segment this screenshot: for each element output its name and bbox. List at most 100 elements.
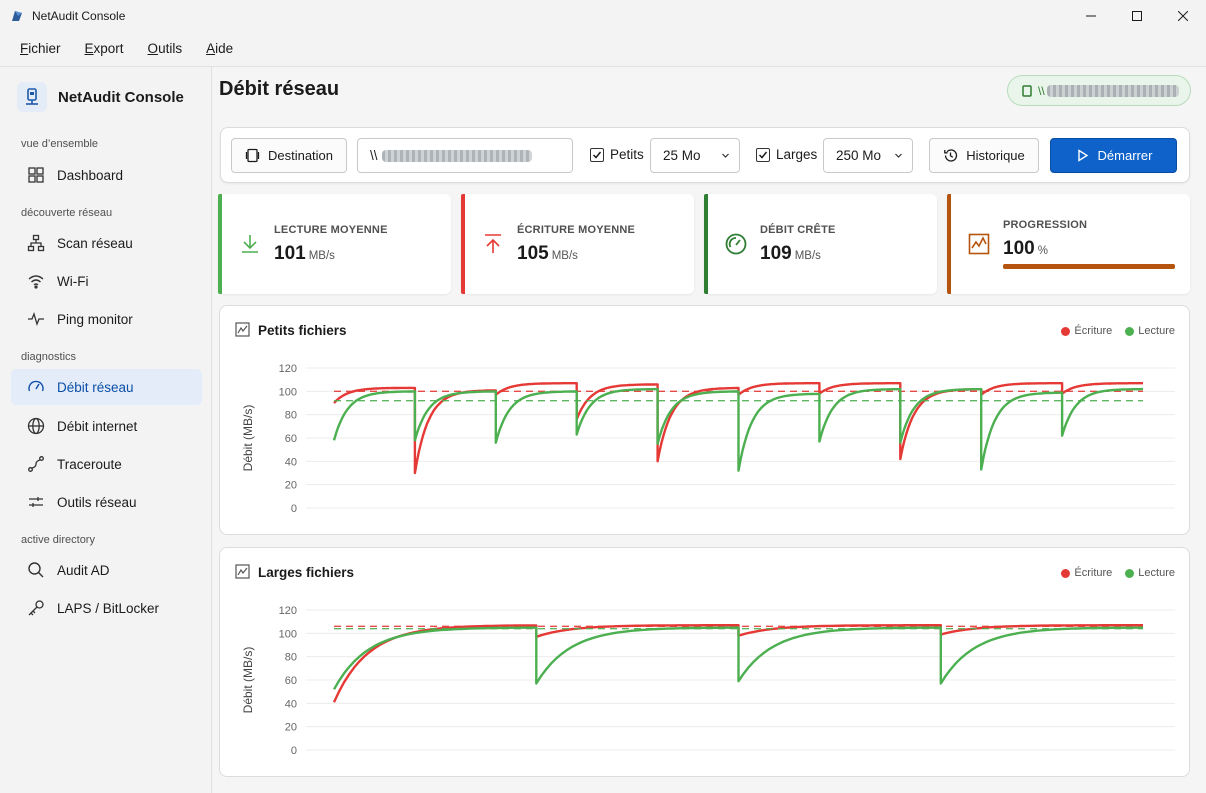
title-bar[interactable]: NetAudit Console (0, 0, 1206, 31)
app-icon (12, 10, 22, 21)
wifi-icon (26, 271, 46, 291)
sidebar-item-ping[interactable]: Ping monitor (11, 301, 202, 337)
y-axis-label: Débit (MB/s) (241, 647, 255, 714)
toolbar: Destination \\ Petits 25 Mo Larges 250 M… (220, 127, 1190, 183)
stat-number: 105 (517, 243, 549, 264)
chart-plot-petits: 0 20 40 60 80 100 120 Débit (MB/s) (241, 363, 1175, 515)
petits-size-select[interactable]: 25 Mo (650, 138, 740, 173)
y-axis-label: Débit (MB/s) (241, 405, 255, 472)
larges-size-select[interactable]: 250 Mo (823, 138, 913, 173)
sidebar: NetAudit Console vue d’ensemble Dashboar… (0, 67, 212, 793)
menu-aide-mnemonic: A (206, 41, 216, 56)
y-tick-label: 40 (285, 456, 297, 468)
y-tick-label: 100 (279, 386, 297, 398)
grid-icon (26, 165, 46, 185)
stat-value: 101 MB/s (274, 243, 335, 265)
main-content: Débit réseau \\ Destination \\ Petits 25… (213, 67, 1206, 793)
stat-card-read: LECTURE MOYENNE 101 MB/s (218, 194, 451, 294)
checkbox-checked-icon (590, 147, 604, 162)
brand-logo-icon (17, 82, 47, 112)
y-tick-label: 120 (279, 363, 297, 375)
historique-button[interactable]: Historique (929, 138, 1039, 173)
start-button[interactable]: Démarrer (1050, 138, 1177, 173)
y-tick-label: 100 (279, 628, 297, 640)
y-tick-label: 40 (285, 698, 297, 710)
stat-card-write: ÉCRITURE MOYENNE 105 MB/s (461, 194, 694, 294)
legend-label: Lecture (1138, 325, 1175, 337)
maximize-button[interactable] (1114, 0, 1160, 31)
stat-unit: MB/s (308, 250, 335, 262)
stat-accent (704, 194, 708, 294)
progress-bar-fill (1003, 264, 1175, 269)
upload-arrow-icon (485, 234, 501, 253)
sidebar-item-label: Ping monitor (57, 311, 133, 327)
sidebar-item-outils[interactable]: Outils réseau (11, 484, 202, 520)
sidebar-item-label: Débit internet (57, 418, 138, 434)
sidebar-item-audit-ad[interactable]: Audit AD (11, 552, 202, 588)
download-arrow-icon (242, 235, 258, 253)
stat-accent (218, 194, 222, 294)
legend-dot (1125, 568, 1135, 578)
menu-aide[interactable]: Aide (194, 41, 245, 56)
chart-legend: Écriture Lecture (1048, 567, 1175, 579)
gauge-icon (26, 377, 46, 397)
sidebar-item-label: Dashboard (57, 167, 124, 183)
sidebar-item-laps[interactable]: LAPS / BitLocker (11, 590, 202, 626)
menu-export[interactable]: Export (73, 41, 136, 56)
sidebar-item-dashboard[interactable]: Dashboard (11, 157, 202, 193)
brand: NetAudit Console (17, 82, 184, 112)
stat-number: 101 (274, 243, 306, 264)
destination-path-badge: \\ (1007, 75, 1191, 106)
chart-icon (235, 322, 250, 337)
chart-legend: Écriture Lecture (1048, 325, 1175, 337)
larges-label: Larges (776, 147, 818, 162)
y-tick-label: 60 (285, 433, 297, 445)
minimize-button[interactable] (1068, 0, 1114, 31)
y-tick-label: 0 (291, 745, 297, 757)
page-title: Débit réseau (219, 78, 340, 100)
petits-checkbox[interactable]: Petits (590, 147, 644, 162)
menu-bar: Fichier Export Outils Aide (0, 31, 1206, 67)
legend-dot (1061, 568, 1071, 578)
search-icon (26, 560, 46, 580)
sidebar-item-wifi[interactable]: Wi-Fi (11, 263, 202, 299)
larges-checkbox[interactable]: Larges (756, 147, 817, 162)
chart-icon (235, 564, 250, 579)
sidebar-item-label: Outils réseau (57, 494, 137, 510)
destination-path-field-prefix: \\ (370, 148, 378, 163)
redacted-path (1046, 84, 1179, 97)
sidebar-item-label: Traceroute (57, 456, 122, 472)
sidebar-item-label: Audit AD (57, 562, 110, 578)
section-discovery: découverte réseau (21, 207, 113, 219)
y-tick-label: 60 (285, 675, 297, 687)
legend-item-ecriture: Écriture (1061, 567, 1112, 579)
destination-button[interactable]: Destination (231, 138, 347, 173)
destination-button-label: Destination (267, 148, 334, 163)
y-tick-label: 0 (291, 503, 297, 515)
legend-dot (1125, 326, 1135, 336)
stat-card-peak: DÉBIT CRÊTE 109 MB/s (704, 194, 937, 294)
route-icon (26, 454, 46, 474)
sidebar-item-scan[interactable]: Scan réseau (11, 225, 202, 261)
sidebar-item-debit-reseau[interactable]: Débit réseau (11, 369, 202, 405)
menu-outils-label: utils (158, 41, 183, 56)
y-tick-label: 80 (285, 410, 297, 422)
stat-label: DÉBIT CRÊTE (760, 224, 836, 236)
destination-path-prefix: \\ (1038, 83, 1045, 98)
chart-plot-larges: 0 20 40 60 80 100 120 Débit (MB/s) (241, 605, 1175, 757)
sidebar-item-debit-internet[interactable]: Débit internet (11, 408, 202, 444)
sidebar-item-traceroute[interactable]: Traceroute (11, 446, 202, 482)
close-button[interactable] (1160, 0, 1206, 31)
close-icon (1178, 10, 1188, 21)
sidebar-item-label: LAPS / BitLocker (57, 600, 160, 616)
destination-path-field[interactable]: \\ (357, 138, 573, 173)
sidebar-item-label: Débit réseau (57, 379, 134, 395)
menu-fichier[interactable]: Fichier (8, 41, 73, 56)
menu-outils[interactable]: Outils (136, 41, 195, 56)
stat-card-progress: PROGRESSION 100% (947, 194, 1190, 294)
legend-item-lecture: Lecture (1125, 567, 1175, 579)
chart-title: Petits fichiers (258, 323, 347, 338)
historique-button-label: Historique (966, 148, 1025, 163)
section-diagnostics: diagnostics (21, 351, 77, 363)
petits-size-value: 25 Mo (663, 148, 701, 163)
